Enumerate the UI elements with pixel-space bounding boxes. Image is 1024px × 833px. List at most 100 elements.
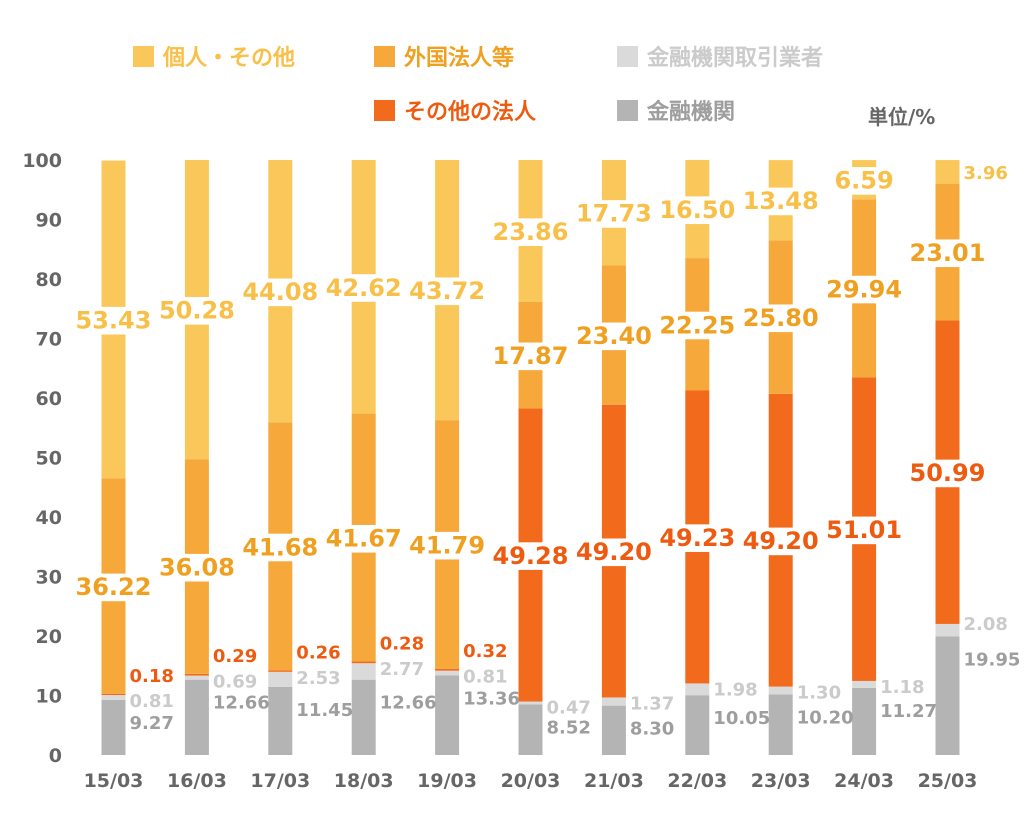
data-label-layer: 9.270.810.1836.2253.4312.660.690.2936.08… bbox=[73, 162, 1021, 740]
data-label-background bbox=[156, 553, 237, 582]
data-label-background bbox=[907, 459, 988, 488]
x-tick-label: 16/03 bbox=[167, 770, 227, 792]
data-label-other-corp: 0.28 bbox=[380, 634, 424, 655]
data-label-financial: 8.30 bbox=[630, 719, 674, 740]
legend-swatch-securities bbox=[617, 45, 638, 67]
legend-item-foreign: 外国法人等 bbox=[374, 40, 514, 72]
x-tick-label: 22/03 bbox=[667, 770, 727, 792]
legend-label-securities: 金融機関取引業者 bbox=[647, 46, 824, 71]
legend-item-securities: 金融機関取引業者 bbox=[617, 40, 823, 72]
data-label-background bbox=[657, 196, 738, 225]
data-label-individual: 43.72 bbox=[409, 277, 485, 305]
legend-label-financial: 金融機関 bbox=[647, 100, 736, 125]
data-label-background bbox=[73, 306, 154, 335]
data-label-background bbox=[740, 187, 821, 216]
data-label-individual: 50.28 bbox=[159, 297, 235, 325]
data-label-foreign: 23.01 bbox=[910, 239, 986, 267]
data-label-other-corp: 0.18 bbox=[130, 666, 174, 687]
bar-segment bbox=[268, 686, 293, 755]
data-label-securities: 1.30 bbox=[797, 683, 841, 704]
x-tick-label: 20/03 bbox=[501, 770, 561, 792]
bar-segment bbox=[935, 636, 960, 755]
legend-item-financial: 金融機関 bbox=[617, 94, 735, 126]
data-label-background bbox=[831, 167, 897, 195]
bar-segment bbox=[435, 670, 460, 676]
bar-segment bbox=[435, 668, 460, 671]
data-label-foreign: 17.87 bbox=[493, 342, 569, 370]
data-label-securities: 0.69 bbox=[213, 672, 257, 693]
bar-segment bbox=[268, 670, 293, 672]
y-tick-label: 30 bbox=[36, 567, 62, 589]
data-label-financial: 11.27 bbox=[880, 701, 937, 722]
data-label-individual: 17.73 bbox=[576, 200, 652, 228]
data-label-financial: 10.05 bbox=[713, 708, 770, 729]
bar-segment bbox=[685, 683, 710, 696]
y-tick-label: 60 bbox=[36, 388, 62, 410]
data-label-securities: 1.37 bbox=[630, 693, 674, 714]
data-label-securities: 2.08 bbox=[964, 614, 1008, 635]
data-label-foreign: 25.80 bbox=[743, 304, 819, 332]
x-tick-label: 18/03 bbox=[334, 770, 394, 792]
data-label-background bbox=[323, 524, 404, 553]
data-label-foreign: 41.68 bbox=[242, 533, 318, 561]
bar-segment bbox=[101, 699, 126, 755]
data-label-individual: 6.59 bbox=[834, 167, 893, 195]
data-label-financial: 13.36 bbox=[463, 689, 520, 710]
legend-swatch-individual bbox=[133, 45, 154, 67]
data-label-other-corp: 49.23 bbox=[659, 524, 735, 552]
bar-segment bbox=[935, 623, 960, 637]
data-label-financial: 11.45 bbox=[296, 700, 353, 721]
legend-item-individual: 個人・その他 bbox=[133, 40, 295, 72]
data-label-foreign: 41.67 bbox=[326, 525, 402, 553]
x-tick-label: 25/03 bbox=[918, 770, 978, 792]
bar-segment bbox=[601, 697, 626, 706]
bar-segment bbox=[518, 704, 543, 755]
data-label-individual: 53.43 bbox=[76, 306, 152, 334]
data-label-other-corp: 49.28 bbox=[493, 542, 569, 570]
legend-label-foreign: 外国法人等 bbox=[404, 46, 515, 71]
data-label-securities: 0.81 bbox=[130, 691, 174, 712]
unit-label: 単位/% bbox=[868, 105, 936, 129]
data-label-securities: 0.81 bbox=[463, 667, 507, 688]
y-tick-label: 10 bbox=[36, 686, 62, 708]
data-label-background bbox=[240, 278, 321, 307]
legend-swatch-other-corp bbox=[374, 99, 395, 121]
bar-segment bbox=[435, 675, 460, 755]
data-label-securities: 1.98 bbox=[713, 679, 757, 700]
y-tick-label: 20 bbox=[36, 626, 62, 648]
data-label-foreign: 36.22 bbox=[76, 573, 152, 601]
data-label-foreign: 22.25 bbox=[659, 311, 735, 339]
data-label-background bbox=[657, 311, 738, 340]
bar-segment bbox=[601, 705, 626, 755]
data-label-financial: 12.66 bbox=[213, 693, 270, 714]
data-label-other-corp: 51.01 bbox=[826, 516, 902, 544]
data-label-background bbox=[156, 296, 237, 325]
data-label-background bbox=[573, 200, 654, 228]
x-tick-label: 19/03 bbox=[417, 770, 477, 792]
data-label-individual: 42.62 bbox=[326, 274, 402, 302]
bar-segment bbox=[518, 701, 543, 705]
data-label-background bbox=[960, 613, 1012, 635]
data-label-individual: 44.08 bbox=[242, 278, 318, 306]
data-label-financial: 19.95 bbox=[964, 649, 1021, 670]
data-label-background bbox=[490, 342, 571, 371]
bar-segment bbox=[268, 671, 293, 687]
y-tick-label: 100 bbox=[22, 150, 62, 172]
bar-segment bbox=[184, 673, 209, 676]
y-tick-label: 50 bbox=[36, 448, 62, 470]
data-label-background bbox=[490, 542, 571, 570]
data-label-background bbox=[824, 516, 905, 545]
y-tick-label: 40 bbox=[36, 507, 62, 529]
data-label-securities: 2.77 bbox=[380, 659, 424, 680]
data-label-other-corp: 0.32 bbox=[463, 641, 507, 662]
data-label-foreign: 23.40 bbox=[576, 322, 652, 350]
data-label-other-corp: 0.26 bbox=[296, 642, 340, 663]
axis-layer: 0 10 20 30 40 50 60 70 80 90 100 15/03 16/03 17/03 18/… bbox=[22, 150, 977, 792]
bar-segment bbox=[184, 675, 209, 680]
bar-segment bbox=[768, 694, 793, 755]
data-label-individual: 3.96 bbox=[964, 163, 1008, 184]
data-label-securities: 1.18 bbox=[880, 677, 924, 698]
legend-label-other-corp: その他の法人 bbox=[404, 100, 537, 125]
data-label-background bbox=[407, 277, 488, 306]
